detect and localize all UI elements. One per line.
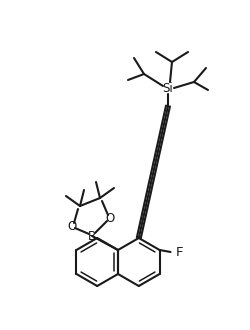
Text: O: O bbox=[68, 219, 76, 233]
Text: Si: Si bbox=[162, 82, 173, 94]
Text: O: O bbox=[106, 212, 114, 224]
Text: F: F bbox=[176, 246, 183, 258]
Text: B: B bbox=[88, 229, 96, 243]
